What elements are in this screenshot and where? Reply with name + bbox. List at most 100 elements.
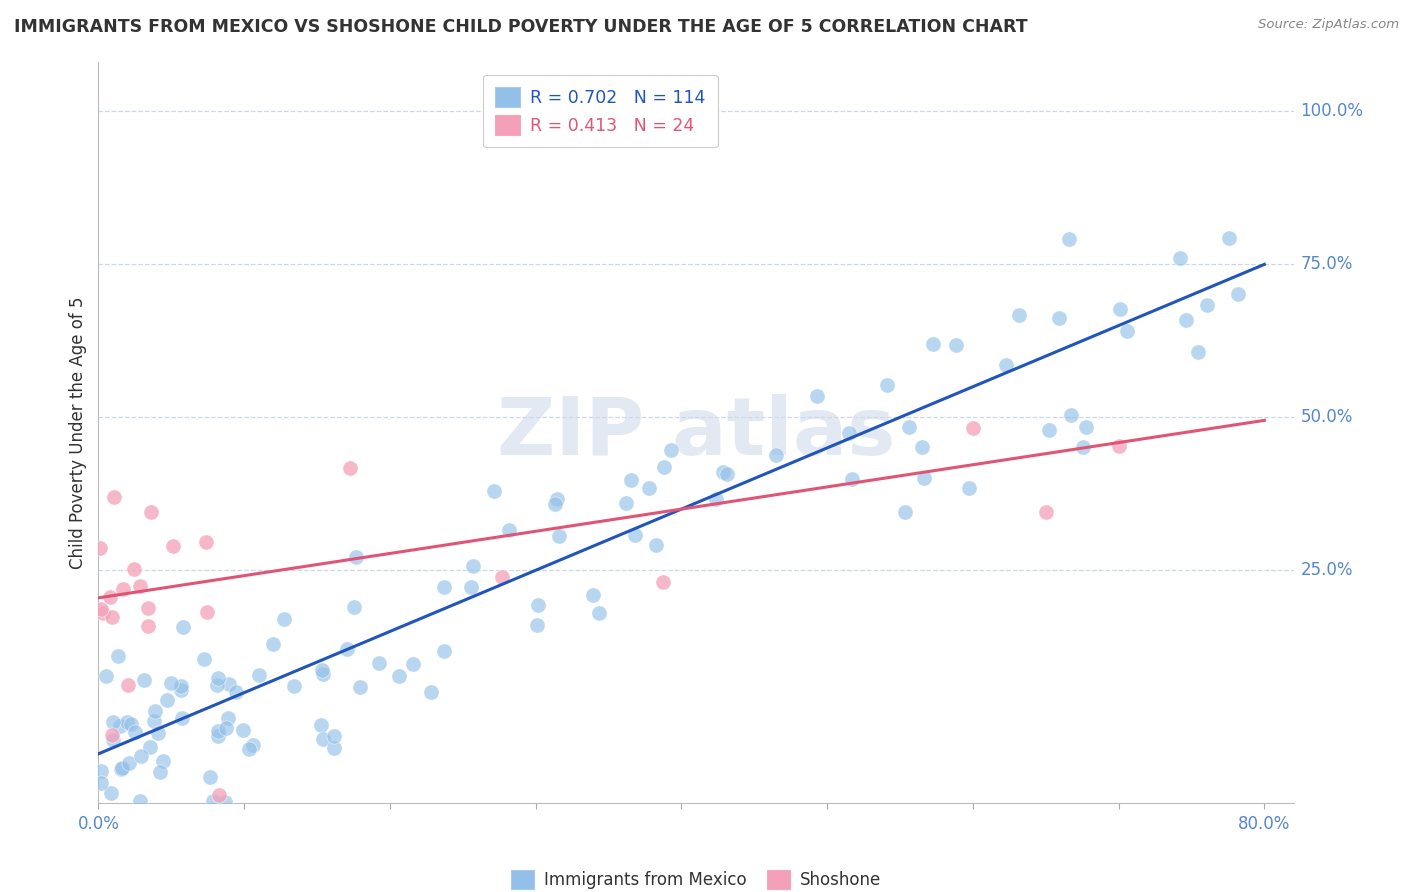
Point — [1007, 308, 1029, 322]
Point — [344, 549, 367, 564]
Point — [247, 668, 270, 682]
Point — [711, 465, 734, 479]
Point — [89, 541, 111, 556]
Point — [215, 721, 238, 735]
Point — [100, 610, 122, 624]
Point — [1038, 423, 1060, 437]
Point — [218, 677, 240, 691]
Point — [1175, 313, 1198, 327]
Point — [143, 704, 166, 718]
Point — [208, 788, 231, 802]
Text: 100.0%: 100.0% — [1301, 103, 1364, 120]
Point — [1227, 287, 1250, 301]
Point — [765, 448, 787, 462]
Point — [911, 440, 934, 454]
Point — [962, 421, 984, 435]
Text: Source: ZipAtlas.com: Source: ZipAtlas.com — [1258, 18, 1399, 31]
Point — [620, 473, 643, 487]
Point — [111, 761, 134, 775]
Point — [388, 669, 411, 683]
Point — [1197, 298, 1219, 312]
Point — [170, 711, 193, 725]
Point — [155, 693, 177, 707]
Point — [1108, 439, 1130, 453]
Point — [311, 667, 333, 681]
Point — [1057, 232, 1080, 246]
Point — [110, 762, 132, 776]
Point — [129, 579, 152, 593]
Point — [498, 524, 520, 538]
Point — [912, 471, 935, 485]
Point — [1074, 420, 1097, 434]
Point — [343, 599, 366, 614]
Point — [202, 794, 225, 808]
Legend: Immigrants from Mexico, Shoshone: Immigrants from Mexico, Shoshone — [503, 863, 889, 892]
Point — [336, 641, 359, 656]
Point — [207, 723, 229, 738]
Point — [323, 741, 346, 756]
Point — [433, 581, 456, 595]
Point — [1218, 231, 1240, 245]
Point — [225, 684, 247, 698]
Point — [995, 358, 1018, 372]
Point — [526, 618, 548, 632]
Point — [242, 738, 264, 752]
Point — [433, 644, 456, 658]
Text: 75.0%: 75.0% — [1301, 255, 1353, 273]
Point — [194, 535, 217, 549]
Point — [547, 529, 569, 543]
Point — [588, 606, 610, 620]
Point — [124, 724, 146, 739]
Point — [922, 337, 945, 351]
Point — [273, 612, 295, 626]
Point — [103, 490, 125, 504]
Point — [312, 732, 335, 747]
Point — [118, 756, 141, 771]
Point — [134, 673, 156, 687]
Point — [89, 775, 111, 789]
Point — [652, 459, 675, 474]
Point — [651, 574, 673, 589]
Point — [101, 728, 124, 742]
Point — [838, 425, 860, 440]
Point — [420, 685, 443, 699]
Point — [139, 505, 162, 519]
Point — [638, 481, 661, 495]
Point — [214, 795, 236, 809]
Point — [207, 671, 229, 685]
Point — [115, 714, 138, 729]
Point — [162, 539, 184, 553]
Point — [207, 729, 229, 743]
Point — [716, 467, 738, 482]
Point — [232, 723, 254, 737]
Point — [263, 637, 285, 651]
Point — [841, 473, 863, 487]
Point — [1035, 505, 1057, 519]
Point — [614, 496, 637, 510]
Point — [1047, 310, 1070, 325]
Point — [205, 678, 228, 692]
Point — [103, 815, 125, 830]
Point — [945, 338, 967, 352]
Point — [1060, 409, 1083, 423]
Point — [169, 679, 191, 693]
Point — [142, 714, 165, 728]
Point — [283, 679, 305, 693]
Point — [160, 675, 183, 690]
Point — [107, 649, 129, 664]
Point — [129, 793, 152, 807]
Point — [527, 599, 550, 613]
Point — [624, 528, 647, 542]
Point — [98, 590, 121, 604]
Point — [146, 725, 169, 739]
Point — [461, 559, 484, 574]
Point — [645, 537, 668, 551]
Point — [152, 754, 174, 768]
Point — [108, 718, 131, 732]
Point — [91, 607, 114, 621]
Point — [117, 678, 139, 692]
Point — [100, 787, 122, 801]
Point — [90, 764, 112, 778]
Point — [101, 715, 124, 730]
Point — [491, 569, 513, 583]
